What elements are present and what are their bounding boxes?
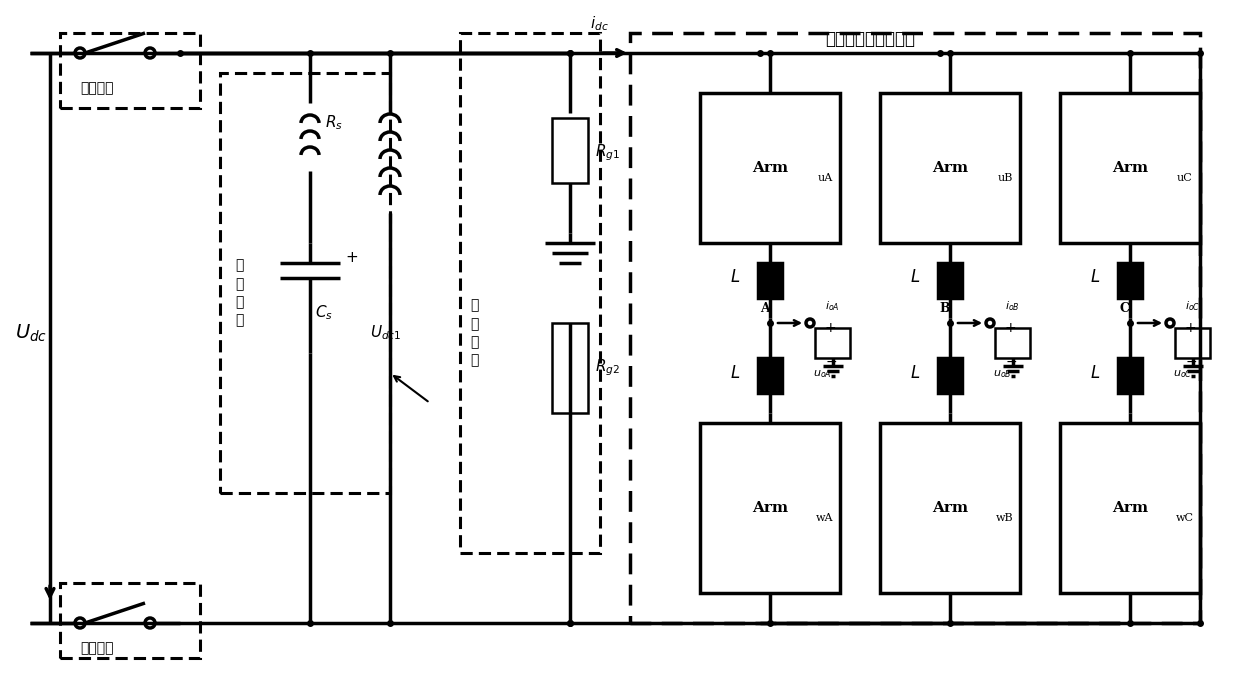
Bar (1060, 423, 1200, 593)
Text: +: + (345, 250, 358, 266)
Bar (815, 328, 849, 358)
Bar (1118, 358, 1142, 393)
Text: Arm: Arm (1112, 501, 1148, 515)
Text: Arm: Arm (751, 161, 789, 175)
Bar (880, 423, 1021, 593)
Text: $L$: $L$ (730, 365, 740, 382)
Text: Arm: Arm (751, 501, 789, 515)
Text: $L$: $L$ (1090, 269, 1100, 287)
Text: wA: wA (816, 513, 833, 523)
Bar (552, 118, 588, 183)
FancyBboxPatch shape (219, 73, 391, 493)
Text: 缓
冲
电
路: 缓 冲 电 路 (236, 258, 243, 328)
Text: 串联开关: 串联开关 (81, 641, 114, 655)
Text: wB: wB (996, 513, 1014, 523)
Text: 串联开关: 串联开关 (81, 81, 114, 95)
Text: uA: uA (817, 173, 832, 183)
Text: uC: uC (1177, 173, 1193, 183)
Text: Arm: Arm (932, 501, 968, 515)
Text: C: C (1120, 302, 1130, 315)
Text: +: + (1004, 321, 1017, 335)
Text: $R_s$: $R_s$ (325, 114, 343, 133)
Text: $C_s$: $C_s$ (315, 304, 334, 322)
FancyBboxPatch shape (60, 583, 200, 658)
Text: Arm: Arm (1112, 161, 1148, 175)
Text: $L$: $L$ (1090, 365, 1100, 382)
Text: $-$: $-$ (1004, 354, 1017, 368)
Text: B: B (940, 302, 950, 315)
Bar (701, 93, 839, 243)
Text: $L$: $L$ (910, 269, 920, 287)
Bar (1118, 263, 1142, 298)
Text: wC: wC (1176, 513, 1194, 523)
Bar (1176, 328, 1210, 358)
Bar (880, 93, 1021, 243)
Text: $u_{oA}$: $u_{oA}$ (813, 368, 832, 380)
Bar (937, 358, 962, 393)
Text: $u_{oC}$: $u_{oC}$ (1173, 368, 1192, 380)
FancyBboxPatch shape (460, 33, 600, 553)
Text: $U_{dc1}$: $U_{dc1}$ (370, 324, 402, 343)
Bar (994, 328, 1030, 358)
Text: $R_{g2}$: $R_{g2}$ (595, 358, 620, 378)
Text: +: + (1185, 321, 1197, 335)
Bar (552, 323, 588, 413)
Text: $i_{dc}$: $i_{dc}$ (590, 14, 609, 33)
Text: $-$: $-$ (825, 354, 837, 368)
Bar (937, 263, 962, 298)
Text: $u_{oB}$: $u_{oB}$ (993, 368, 1012, 380)
Text: A: A (760, 302, 770, 315)
Bar (1060, 93, 1200, 243)
Text: $i_{oA}$: $i_{oA}$ (825, 299, 839, 313)
Text: $-$: $-$ (1185, 354, 1197, 368)
Text: 模块化多电平换流器: 模块化多电平换流器 (825, 30, 915, 48)
Bar (701, 423, 839, 593)
Text: $U_{dc}$: $U_{dc}$ (15, 322, 47, 344)
Text: uB: uB (997, 173, 1013, 183)
Bar (758, 263, 782, 298)
Text: $L$: $L$ (730, 269, 740, 287)
Text: 接
地
电
路: 接 地 电 路 (470, 298, 479, 367)
FancyBboxPatch shape (60, 33, 200, 108)
Text: $R_{g1}$: $R_{g1}$ (595, 143, 620, 164)
Text: Arm: Arm (932, 161, 968, 175)
Bar (758, 358, 782, 393)
Text: $i_{oB}$: $i_{oB}$ (1004, 299, 1019, 313)
FancyBboxPatch shape (630, 33, 1200, 623)
Text: $L$: $L$ (910, 365, 920, 382)
Text: +: + (825, 321, 837, 335)
Text: $i_{oC}$: $i_{oC}$ (1185, 299, 1200, 313)
